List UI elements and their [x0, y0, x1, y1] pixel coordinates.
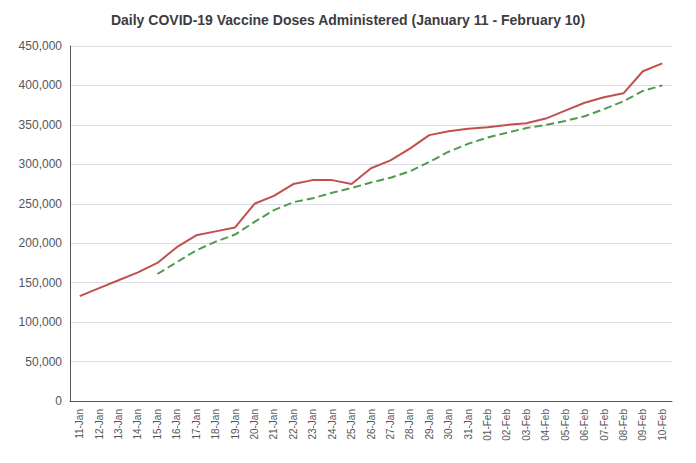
svg-text:Daily COVID-19 Vaccine Doses A: Daily COVID-19 Vaccine Doses Administere…	[111, 12, 585, 28]
svg-text:07-Feb: 07-Feb	[599, 409, 610, 441]
svg-text:13-Jan: 13-Jan	[113, 409, 124, 440]
svg-text:400,000: 400,000	[19, 78, 63, 92]
svg-text:350,000: 350,000	[19, 118, 63, 132]
svg-text:50,000: 50,000	[25, 355, 62, 369]
svg-text:17-Jan: 17-Jan	[191, 409, 202, 440]
svg-text:100,000: 100,000	[19, 315, 63, 329]
svg-text:10-Feb: 10-Feb	[657, 409, 668, 441]
svg-text:16-Jan: 16-Jan	[171, 409, 182, 440]
svg-text:14-Jan: 14-Jan	[132, 409, 143, 440]
svg-text:28-Jan: 28-Jan	[404, 409, 415, 440]
svg-text:19-Jan: 19-Jan	[230, 409, 241, 440]
svg-text:12-Jan: 12-Jan	[94, 409, 105, 440]
svg-text:20-Jan: 20-Jan	[249, 409, 260, 440]
svg-text:250,000: 250,000	[19, 197, 63, 211]
svg-text:26-Jan: 26-Jan	[366, 409, 377, 440]
svg-text:21-Jan: 21-Jan	[268, 409, 279, 440]
svg-text:09-Feb: 09-Feb	[637, 409, 648, 441]
svg-text:02-Feb: 02-Feb	[501, 409, 512, 441]
svg-text:01-Feb: 01-Feb	[482, 409, 493, 441]
svg-text:200,000: 200,000	[19, 236, 63, 250]
svg-text:0: 0	[55, 394, 62, 408]
svg-text:150,000: 150,000	[19, 276, 63, 290]
svg-text:31-Jan: 31-Jan	[463, 409, 474, 440]
svg-text:27-Jan: 27-Jan	[385, 409, 396, 440]
svg-text:18-Jan: 18-Jan	[210, 409, 221, 440]
svg-text:29-Jan: 29-Jan	[424, 409, 435, 440]
svg-text:450,000: 450,000	[19, 39, 63, 53]
svg-text:03-Feb: 03-Feb	[521, 409, 532, 441]
svg-text:23-Jan: 23-Jan	[307, 409, 318, 440]
svg-text:22-Jan: 22-Jan	[288, 409, 299, 440]
svg-text:25-Jan: 25-Jan	[346, 409, 357, 440]
svg-text:05-Feb: 05-Feb	[560, 409, 571, 441]
svg-text:08-Feb: 08-Feb	[618, 409, 629, 441]
svg-text:06-Feb: 06-Feb	[579, 409, 590, 441]
svg-text:11-Jan: 11-Jan	[74, 409, 85, 439]
svg-text:04-Feb: 04-Feb	[540, 409, 551, 441]
svg-text:300,000: 300,000	[19, 157, 63, 171]
svg-text:30-Jan: 30-Jan	[443, 409, 454, 440]
svg-text:24-Jan: 24-Jan	[327, 409, 338, 440]
svg-text:15-Jan: 15-Jan	[152, 409, 163, 440]
